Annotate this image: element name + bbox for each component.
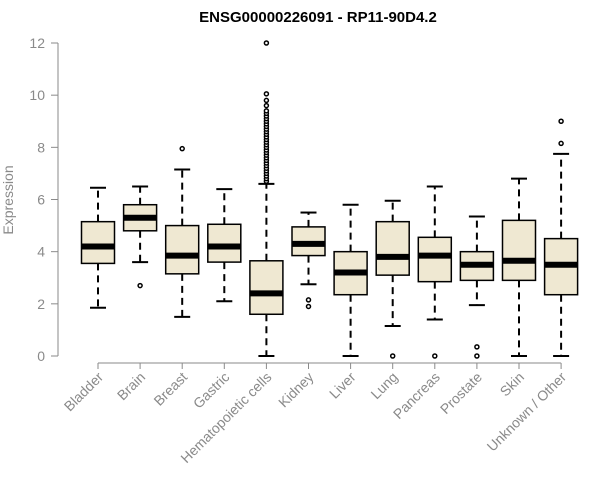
box-prostate [459,215,495,359]
outlier-point [432,353,438,359]
outlier-point [263,108,270,114]
y-tick-label: 0 [37,348,45,364]
x-tick-label: Prostate [437,369,485,417]
outlier-point [558,140,564,147]
box-series [80,40,579,359]
chart-title: ENSG00000226091 - RP11-90D4.2 [199,9,437,26]
y-tick-label: 12 [29,35,45,51]
y-tick-label: 8 [37,139,45,155]
outlier-point [263,102,270,109]
x-tick-label: Skin [497,369,528,400]
y-tick-label: 4 [37,244,45,260]
y-tick-label: 6 [37,192,45,208]
x-tick-label: Liver [326,369,359,402]
outlier-point [389,353,396,359]
x-tick-label: Kidney [275,369,317,411]
x-tick-label: Breast [150,369,190,409]
outlier-point [474,353,480,359]
outlier-point [137,282,143,289]
y-axis: 0 2 4 6 8 10 12 [29,35,59,364]
box-gastric [207,188,242,303]
outlier-point [179,145,185,152]
box-skin [501,177,537,357]
outlier-point [558,118,564,124]
x-tick-label: Bladder [61,369,107,415]
outlier-point [263,91,270,97]
box-lung [375,199,410,359]
box-iqr [80,220,116,265]
x-tick-label: Lung [367,369,400,402]
x-tick-label: Unknown / Other [484,369,570,455]
box-iqr [249,260,284,316]
box-iqr [164,224,200,275]
y-tick-label: 2 [37,296,45,312]
y-tick-label: 10 [29,87,45,103]
outlier-point [474,344,480,350]
box-brain [122,185,158,289]
x-tick-label: Brain [114,369,148,403]
box-liver [333,203,368,357]
box-iqr [375,220,410,276]
x-tick-label: Pancreas [390,369,443,422]
box-hematopoietic-cells [249,40,284,357]
box-pancreas [417,185,453,359]
outlier-point [263,40,270,46]
outlier-point [305,297,312,303]
box-iqr [207,223,242,263]
box-kidney [291,211,326,310]
box-bladder [80,186,116,309]
outlier-point [263,97,270,104]
box-iqr [417,236,453,283]
outlier-point [305,303,312,310]
box-breast [164,145,200,318]
box-iqr [501,219,537,282]
y-axis-label: Expression [0,165,16,234]
box-unknown-other [543,118,579,357]
